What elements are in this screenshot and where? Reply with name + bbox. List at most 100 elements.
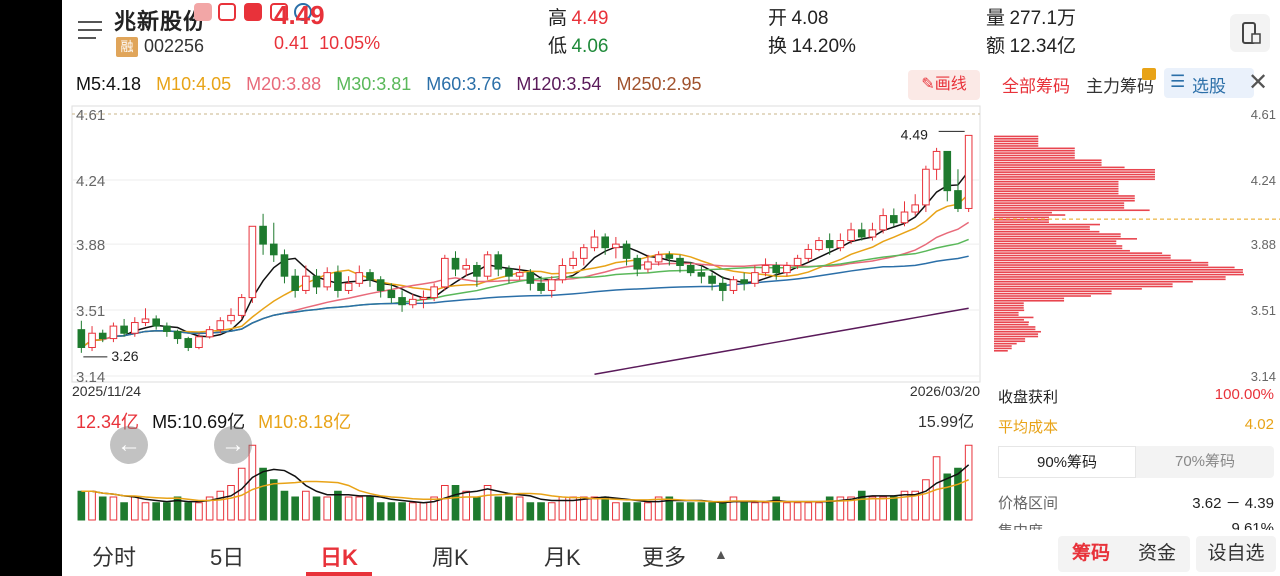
chip-bar [994,290,1112,293]
candle-body [344,282,353,291]
bulb-icon[interactable] [294,3,312,21]
candle-body [152,318,160,327]
tab-main-chips[interactable]: 主力筹码 [1086,77,1154,96]
open-field: 开 4.08 [768,3,828,30]
chip-bar [994,242,1117,245]
chip-y-tick: 4.24 [1251,173,1276,188]
chip-button[interactable]: 筹码 [1071,543,1110,564]
chip-bar [994,218,1049,221]
candle-body [601,236,609,249]
chip-bar [994,323,1029,326]
candle-body [793,257,802,266]
chip-bar [994,283,1173,285]
candle-body [922,168,930,206]
volume-bar [376,502,385,521]
tab-weekly-k[interactable]: 周K [432,545,469,570]
tab-all-chips[interactable]: 全部筹码 [1002,77,1070,96]
volume-bar [601,496,609,521]
chip-y-tick: 3.14 [1251,369,1276,382]
caret-up-icon[interactable]: ▲ [714,546,728,562]
volume-field: 量 277.1万 [986,3,1076,30]
volume-bar [269,479,278,521]
volume-bar [686,502,695,521]
candle-body [77,329,86,348]
menu-icon[interactable] [76,18,104,42]
main-grid [72,113,980,377]
volume-bar [815,502,823,521]
news-icon[interactable] [244,3,262,21]
add-watchlist-button[interactable]: 设自选 [1196,536,1276,572]
volume-bar [836,496,845,521]
candle-body [911,204,920,213]
candle-body [280,254,289,277]
volume-bar [366,496,374,521]
chip-bar [994,230,1100,233]
chip-bar [994,161,1102,164]
volume-bar [88,490,96,521]
volume-bars [77,444,973,521]
chip-bar [994,204,1125,207]
draw-line-button[interactable]: ✎画线 [908,70,980,100]
volume-bar [590,496,599,521]
chip-bar [994,192,1119,195]
chip-bar [994,247,1123,250]
select-stock-button[interactable]: ☰ 选股 [1164,68,1254,98]
candle-body [216,320,225,331]
tab-monthly-k[interactable]: 月K [544,545,581,570]
chip-bar [994,330,1041,333]
candle-body [237,297,246,316]
tag-icon[interactable] [194,3,212,21]
volume-bar [526,502,535,521]
open-label: 开 [768,8,788,29]
chip-bar [994,347,1012,350]
landscape-toggle-button[interactable] [1230,14,1270,52]
change-abs: 0.41 [274,33,310,53]
candle-body [98,332,107,340]
tab-daily-k[interactable]: 日K [320,545,358,570]
chip-bar [994,342,1017,345]
volume-bar [451,485,460,521]
chip-bar [994,221,1049,223]
option-70-chips[interactable]: 70%筹码 [1174,453,1236,470]
profit-label: 收盘获利 [998,389,1059,406]
active-tab-indicator [306,572,372,576]
volume-bar [141,502,150,521]
comment-icon[interactable] [270,3,288,21]
ma10-label: M10:4.05 [156,74,232,94]
weibo-icon[interactable] [218,3,236,21]
ma120-label: M120:3.54 [516,74,602,94]
prev-arrow-button[interactable]: ← [110,426,148,464]
volume-bar [654,496,663,521]
chip-bar [994,228,1090,231]
candle-body [515,272,524,277]
volume-bar [291,496,299,521]
chip-bar [994,249,1130,252]
tab-intraday[interactable]: 分时 [92,545,137,570]
tab-more[interactable]: 更多 [642,545,687,570]
next-arrow-button[interactable]: → [214,426,252,464]
chip-bar [994,280,1193,283]
candle-body [718,282,727,291]
price-change: 0.41 10.05% [274,33,380,54]
volume-bar [922,479,930,521]
candle-body [954,190,962,209]
volume-bar [302,490,310,521]
candle-body [205,329,214,338]
candle-body [505,268,513,277]
close-icon[interactable]: ✕ [1248,69,1269,96]
tab-5day[interactable]: 5日 [210,545,245,570]
fund-button[interactable]: 资金 [1137,543,1176,564]
option-90-chips[interactable]: 90%筹码 [998,446,1136,478]
select-stock-label: 选股 [1192,77,1226,96]
chip-bar [994,171,1155,173]
volume-bar [408,502,417,521]
volume-bar [751,502,759,521]
chip-bar [994,209,1150,212]
volume-bar [259,467,267,521]
volume-bar [248,444,257,521]
candle-body [88,332,96,348]
volume-chart[interactable] [62,400,984,524]
chip-bar [994,345,1012,347]
chip-bar [994,254,1171,257]
